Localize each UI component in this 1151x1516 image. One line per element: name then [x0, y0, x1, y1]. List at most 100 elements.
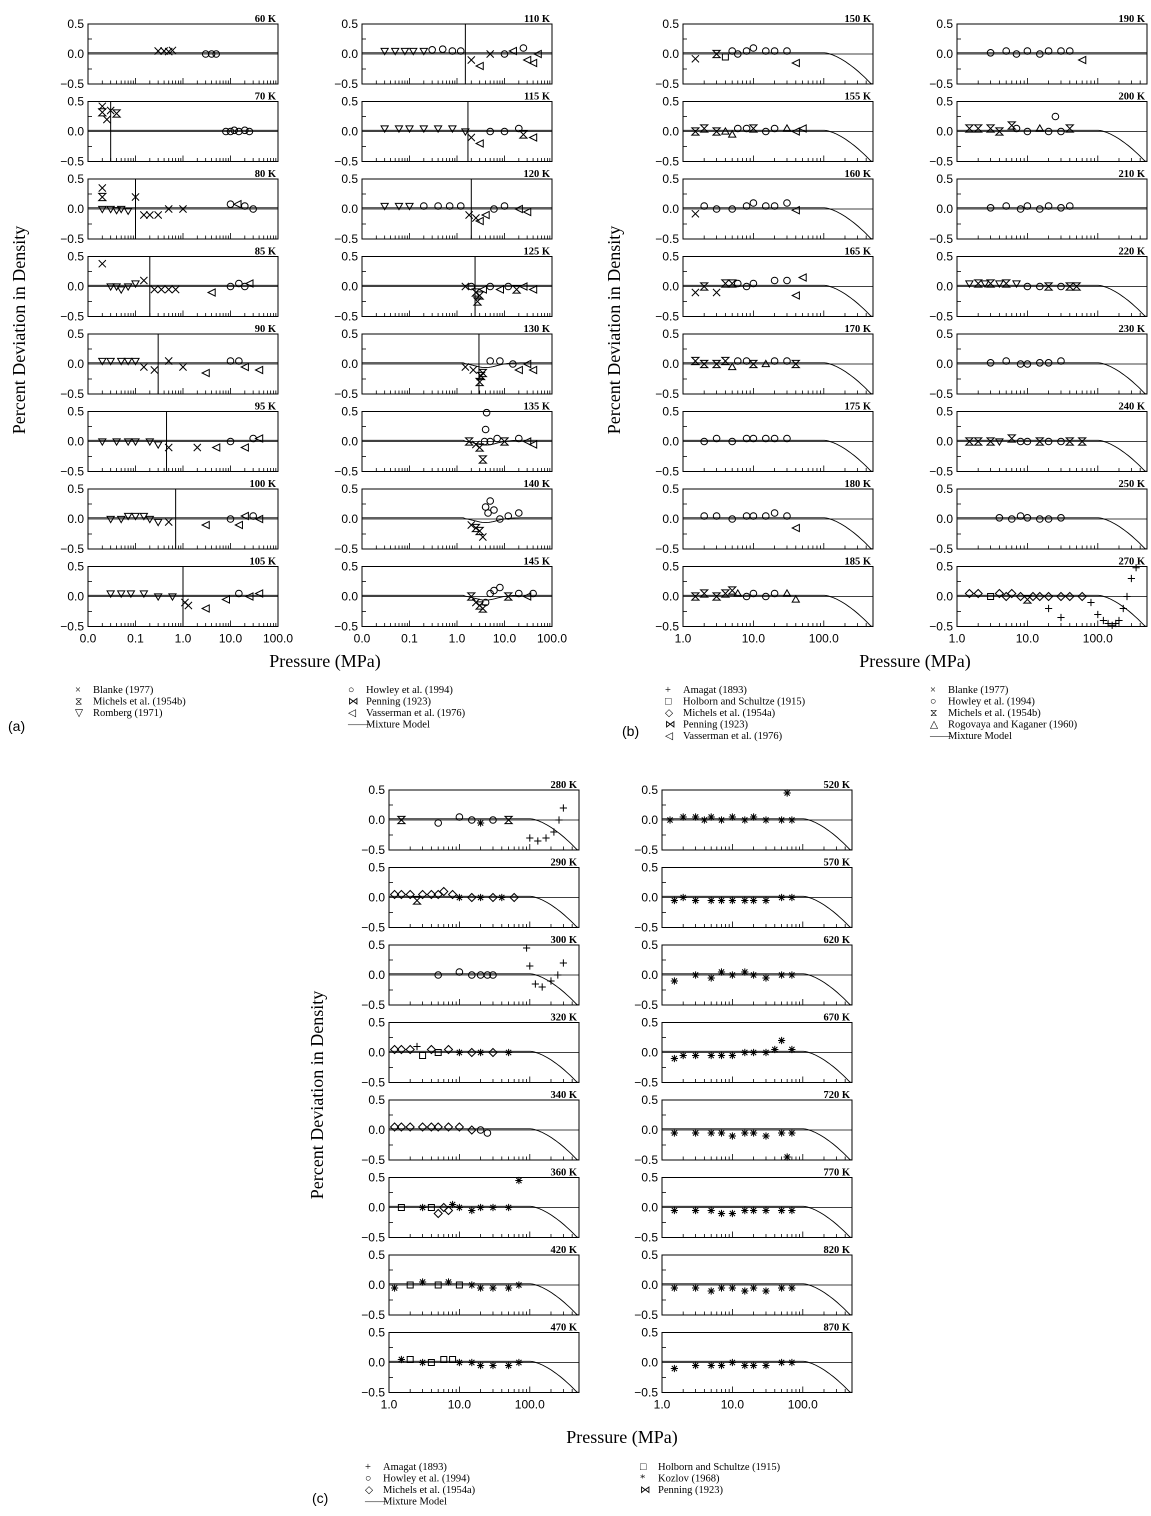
- legend-label: Vasserman et al. (1976): [683, 731, 783, 742]
- data-point: [771, 1045, 779, 1054]
- y-tick-label: 0.5: [936, 172, 953, 186]
- data-point: [249, 512, 257, 520]
- data-point: [131, 357, 140, 366]
- data-point: [728, 515, 737, 523]
- data-point: [721, 53, 729, 61]
- data-point: [522, 359, 532, 369]
- y-tick-label: −0.5: [361, 1308, 385, 1322]
- data-point: [778, 1206, 786, 1215]
- data-point: [741, 816, 749, 824]
- data-point: [226, 515, 235, 523]
- data-point: [1119, 604, 1127, 613]
- data-point: [691, 1206, 700, 1215]
- data-point: [408, 47, 418, 56]
- data-point: [1112, 619, 1120, 628]
- data-point: [235, 279, 243, 288]
- data-point: [1057, 357, 1065, 365]
- data-point: [1043, 591, 1054, 602]
- data-point: [455, 813, 464, 821]
- data-point: [97, 192, 108, 202]
- data-point: [778, 1358, 786, 1367]
- data-point: [483, 971, 492, 979]
- y-tick-label: 0.0: [662, 512, 679, 526]
- data-point: [761, 202, 770, 210]
- data-point: [778, 971, 786, 979]
- data-point: [1035, 205, 1044, 213]
- data-point: [1035, 359, 1044, 367]
- data-point: [514, 124, 523, 133]
- data-point: [973, 279, 983, 288]
- y-tick-label: 0.0: [341, 435, 358, 449]
- data-point: [1015, 591, 1026, 602]
- y-tick-label: −0.5: [60, 542, 84, 556]
- data-point: [206, 288, 216, 297]
- y-tick-label: 0.0: [641, 813, 658, 827]
- panel-label-a: (a): [8, 718, 25, 734]
- temperature-label: 90 K: [255, 324, 277, 335]
- data-point: [742, 47, 751, 55]
- y-tick-label: 0.5: [936, 560, 953, 574]
- data-point: [390, 1284, 399, 1292]
- temperature-label: 175 K: [844, 402, 871, 413]
- data-point: [670, 1054, 678, 1063]
- legend-symbol: ⋈: [665, 720, 676, 731]
- data-point: [154, 211, 163, 219]
- data-point: [106, 590, 116, 599]
- y-tick-label: 0.5: [641, 861, 658, 875]
- data-point: [504, 282, 513, 291]
- data-point: [749, 1206, 758, 1215]
- data-point: [555, 816, 563, 824]
- y-tick-label: 0.5: [341, 17, 358, 31]
- y-tick-label: −0.5: [60, 620, 84, 634]
- y-tick-label: 0.5: [368, 1171, 385, 1185]
- data-point: [489, 816, 497, 824]
- data-point: [467, 1125, 477, 1135]
- data-point: [720, 279, 731, 288]
- data-point: [522, 55, 532, 65]
- data-point: [476, 819, 485, 827]
- legend-label: Romberg (1971): [93, 708, 163, 719]
- y-tick-label: 0.0: [67, 435, 84, 449]
- mixture-model-curve: [957, 362, 1148, 395]
- data-point: [782, 588, 792, 597]
- subplot-300k: 0.5 0.0 −0.5 300 K: [361, 935, 580, 1012]
- legend-label: Amagat (1893): [683, 685, 747, 696]
- data-point: [464, 437, 474, 446]
- data-point: [97, 205, 107, 214]
- data-point: [212, 50, 221, 58]
- data-point: [728, 813, 736, 821]
- data-point: [489, 1361, 497, 1370]
- y-tick-label: −0.5: [361, 998, 385, 1012]
- data-point: [711, 127, 722, 136]
- data-point: [964, 437, 975, 446]
- data-point: [742, 124, 751, 133]
- data-point: [139, 276, 148, 285]
- data-point: [791, 127, 800, 136]
- data-point: [511, 285, 522, 294]
- data-point: [515, 1358, 523, 1367]
- y-tick-label: 0.0: [641, 1123, 658, 1137]
- data-point: [964, 280, 974, 289]
- temperature-label: 280 K: [550, 780, 577, 791]
- legend-symbol: ⋈: [640, 1485, 651, 1496]
- data-point: [476, 1048, 485, 1057]
- data-point: [482, 408, 491, 417]
- x-tick-label: 100.0: [1083, 632, 1113, 646]
- subplot-620k: 0.5 0.0 −0.5 620 K: [634, 935, 853, 1012]
- data-point: [434, 1049, 442, 1056]
- y-tick-label: −0.5: [655, 77, 679, 91]
- subplot-200k: 0.5 0.0 −0.5 200 K: [929, 92, 1148, 169]
- data-point: [712, 205, 721, 213]
- legend-label: Holborn and Schultze (1915): [658, 1462, 781, 1473]
- data-point: [733, 50, 742, 58]
- data-point: [985, 279, 996, 288]
- subplot-90k: 0.5 0.0 −0.5 90 K: [60, 324, 279, 401]
- data-point: [418, 1358, 427, 1367]
- y-tick-label: 0.5: [368, 783, 385, 797]
- y-tick-label: −0.5: [929, 465, 953, 479]
- y-tick-label: 0.0: [368, 1278, 385, 1292]
- y-tick-label: 0.5: [341, 327, 358, 341]
- subplot-290k: 0.5 0.0 −0.5 290 K: [361, 858, 580, 935]
- data-point: [1012, 124, 1021, 133]
